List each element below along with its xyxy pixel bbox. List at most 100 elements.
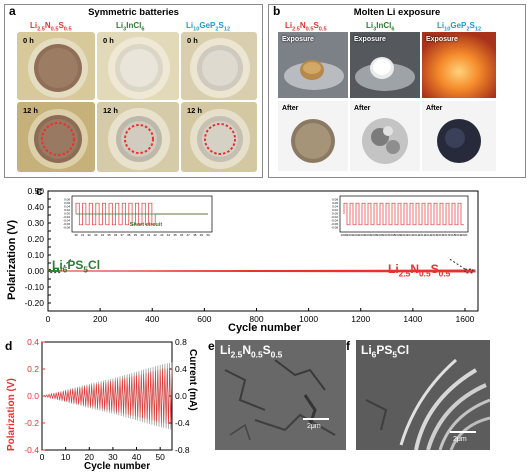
panel-d-ytick-label: 0.4 — [27, 337, 39, 347]
after-tag: After — [426, 105, 443, 112]
inset-ytick-label: 0.04 — [64, 205, 70, 209]
panel-d-xtick-label: 20 — [85, 452, 95, 462]
panel-c-ytick-label: 0.10 — [27, 250, 44, 260]
inset-xtick-label: 1606 — [377, 233, 384, 237]
inset-xtick-label: 40 — [140, 233, 144, 237]
battery-photo-12h-3: 12 h — [181, 102, 257, 172]
panel-d-xlabel: Cycle number — [84, 461, 151, 472]
inset-xtick-label: 31 — [81, 233, 85, 237]
battery-12h-1-graphic — [28, 109, 88, 169]
panel-c-xtick-label: 1400 — [403, 314, 422, 324]
battery-0h-2-graphic — [108, 37, 170, 99]
panel-c-label: c — [36, 184, 43, 198]
panel-a-col-label-3: Li10GeP2S12 — [186, 21, 231, 33]
inset-ytick-label: 0.00 — [64, 212, 70, 216]
panel-b-label: b — [273, 4, 281, 18]
battery-photo-12h-1: 12 h — [17, 102, 95, 172]
inset-ytick-label: -0.04 — [63, 219, 70, 223]
sem-f-material-label: Li6PS5Cl — [361, 343, 410, 360]
inset-xtick-label: 1601 — [347, 233, 354, 237]
panel-c-xtick-label: 1200 — [351, 314, 370, 324]
panel-d-xtick-label: 40 — [132, 452, 142, 462]
battery-12h-2-graphic — [108, 108, 170, 170]
inset-xtick-label: 1607 — [383, 233, 390, 237]
after-photo-1: After — [278, 101, 348, 171]
panel-c-xtick-label: 800 — [249, 314, 263, 324]
inset-xtick-label: 50 — [206, 233, 210, 237]
panel-c-annotation-li2.5n0.5s0.5: Li2.5N0.5S0.5 — [388, 262, 451, 279]
time-tag: 0 h — [103, 36, 114, 45]
sem-e-material-label: Li2.5N0.5S0.5 — [220, 343, 283, 360]
panel-b-title: Molten Li exposure — [353, 7, 441, 18]
inset-xtick-label: 45 — [173, 233, 177, 237]
panel-c-ylabel: Polarization (V) — [6, 219, 18, 300]
after-tag: After — [354, 105, 371, 112]
panel-d-ytick-label: 0.0 — [27, 391, 39, 401]
inset-xtick-label: 1611 — [407, 233, 414, 237]
panel-c-xtick-label: 0 — [46, 314, 51, 324]
panel-c-xtick-label: 200 — [93, 314, 107, 324]
inset-ytick-label: -0.02 — [331, 215, 338, 219]
panel-c-leader — [447, 257, 466, 270]
sem-e-texture — [215, 340, 346, 450]
inset-ytick-label: -0.06 — [331, 222, 338, 226]
inset-ytick-label: -0.04 — [331, 219, 338, 223]
inset-xtick-label: 43 — [160, 233, 164, 237]
panel-c-chart: 0.50 0.40 0.30 0.20 0.10 0.00 -0.10 -0.200 200 40… — [25, 186, 479, 324]
inset-ytick-label: -0.06 — [63, 222, 70, 226]
exposure-tag: Exposure — [426, 36, 458, 43]
sem-f-texture — [356, 340, 490, 450]
panel-c-xtick-label: 1600 — [456, 314, 475, 324]
inset-xtick-label: 1603 — [359, 233, 366, 237]
inset-xtick-label: 1616 — [437, 233, 444, 237]
panel-b-frame — [268, 4, 526, 178]
panel-e-label: e — [208, 339, 215, 353]
inset-ytick-label: 0.08 — [332, 198, 338, 202]
after-tag: After — [282, 105, 299, 112]
panel-a-frame — [4, 4, 263, 178]
panel-c-series-li6ps5cl — [48, 270, 60, 272]
panel-d-series-polarization — [41, 367, 173, 425]
after-3-graphic — [437, 119, 481, 163]
inset-ytick-label: 0.06 — [64, 201, 70, 205]
inset-xtick-label: 39 — [134, 233, 138, 237]
panel-c-xlabel: Cycle number — [228, 322, 301, 334]
panel-c-ytick-label: -0.20 — [25, 298, 45, 308]
sem-image-e: Li2.5N0.5S0.5 2μm — [215, 340, 346, 450]
inset-xtick-label: 48 — [193, 233, 197, 237]
after-photo-3: After — [422, 101, 496, 171]
panel-d-ytick-right-label: -0.8 — [175, 445, 190, 455]
inset-xtick-label: 1620 — [461, 233, 468, 237]
inset-xtick-label: 1609 — [395, 233, 402, 237]
inset-xtick-label: 38 — [127, 233, 131, 237]
panel-a-title: Symmetric batteries — [88, 7, 179, 18]
battery-0h-1-graphic — [28, 38, 88, 98]
battery-12h-3-graphic — [190, 109, 250, 169]
inset-xtick-label: 44 — [167, 233, 171, 237]
battery-photo-12h-2: 12 h — [97, 102, 179, 172]
panel-a-label: a — [9, 4, 16, 18]
panel-c-xtick-label: 400 — [145, 314, 159, 324]
panel-d-ylabel: Polarization (V) — [6, 378, 17, 451]
inset-ytick-label: 0.02 — [332, 208, 338, 212]
inset-xtick-label: 46 — [180, 233, 184, 237]
inset-xtick-label: 1619 — [455, 233, 462, 237]
panel-c-ytick-label: 0.00 — [27, 266, 44, 276]
inset-ytick-label: -0.02 — [63, 215, 70, 219]
battery-photo-0h-2: 0 h — [97, 32, 179, 100]
panel-b-col-label-2: Li3InCl6 — [366, 21, 395, 33]
battery-photo-0h-3: 0 h — [181, 32, 257, 100]
panel-c-ytick-label: -0.10 — [25, 282, 45, 292]
inset-xtick-label: 1608 — [389, 233, 396, 237]
inset-trace — [343, 202, 464, 226]
inset-xtick-label: 1604 — [365, 233, 372, 237]
inset-xtick-label: 35 — [107, 233, 111, 237]
inset-xtick-label: 1610 — [401, 233, 408, 237]
inset-ytick-label: 0.00 — [332, 212, 338, 216]
panel-c-plot-frame — [47, 190, 479, 312]
battery-0h-3-graphic — [190, 38, 250, 98]
panel-c-zoom-box-left — [48, 268, 62, 274]
exposure-1-graphic — [278, 32, 348, 98]
time-tag: 12 h — [23, 106, 39, 115]
inset-xtick-label: 1602 — [353, 233, 360, 237]
